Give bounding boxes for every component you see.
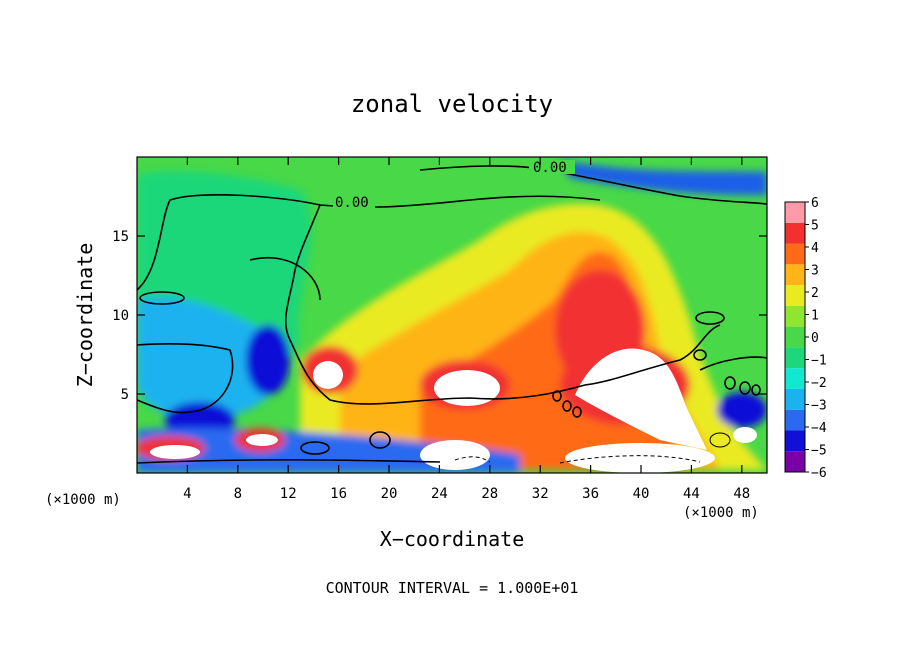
x-tick-label: 28 — [481, 486, 498, 502]
colorbar-swatch — [785, 243, 805, 265]
contour-negative-dashed-1 — [559, 455, 701, 464]
x-tick-label: 8 — [234, 486, 242, 502]
colorbar-swatch — [785, 347, 805, 369]
contour-oval-7 — [739, 381, 751, 395]
x-unit-right: (×1000 m) — [683, 505, 759, 521]
contour-label-2: 0.00 — [335, 195, 369, 211]
colorbar-tick-label: −3 — [811, 399, 827, 414]
x-tick-label: 24 — [431, 486, 448, 502]
x-tick-label: 20 — [381, 486, 398, 502]
y-tick-label: 10 — [112, 308, 129, 324]
colorbar-tick-label: 3 — [811, 264, 819, 279]
colorbar-swatch — [785, 451, 805, 472]
contour-oval-2 — [562, 400, 572, 412]
colorbar-tick-label: 5 — [811, 219, 819, 234]
saturated-bottom-2 — [565, 443, 715, 473]
colorbar-tick-label: −2 — [811, 376, 827, 391]
zero-contour-upper — [419, 165, 767, 205]
zero-contour-lower — [137, 194, 601, 291]
x-unit-left: (×1000 m) — [45, 492, 121, 508]
contour-oval-5 — [695, 311, 725, 325]
colorbar-swatch — [785, 409, 805, 431]
contour-oval-8 — [751, 384, 761, 396]
contour-oval-11 — [300, 441, 330, 455]
cyan-region-left — [137, 297, 286, 420]
colorbar-tick-label: 1 — [811, 309, 819, 324]
contour-oval-1 — [552, 390, 562, 402]
saturated-regions — [150, 348, 757, 473]
colorbar-swatch — [785, 305, 805, 327]
contour-oval-9 — [139, 291, 185, 305]
contour-oval-10 — [369, 431, 391, 449]
colorbar-swatch — [785, 264, 805, 286]
colorbar-tick-label: 6 — [811, 196, 819, 211]
contour-label-bg-2 — [333, 195, 375, 209]
y-axis: 5 10 15 — [112, 229, 767, 403]
colorbar-tick-label: −1 — [811, 354, 827, 369]
chart-title: zonal velocity — [351, 90, 553, 118]
colorbar-tick-label: 0 — [811, 331, 819, 346]
colorbar-tick-label: −4 — [811, 421, 827, 436]
y-tick-label: 15 — [112, 229, 129, 245]
colorbar-swatch — [785, 222, 805, 244]
negative-core-left — [246, 325, 290, 395]
x-tick-label: 44 — [683, 486, 700, 502]
colorbar-tick-label: −6 — [811, 466, 827, 481]
x-axis-label: X−coordinate — [380, 527, 525, 551]
saturated-bottom-1 — [420, 440, 490, 470]
colorbar-tick-label: 4 — [811, 241, 819, 256]
colorbar-swatch — [785, 202, 805, 223]
contour-lines — [137, 165, 767, 464]
colorbar-swatch — [785, 326, 805, 348]
colorbar-tick-label: −5 — [811, 444, 827, 459]
colorbar-swatch — [785, 285, 805, 306]
contour-interval-note: CONTOUR INTERVAL = 1.000E+01 — [326, 579, 579, 597]
x-tick-label: 12 — [280, 486, 297, 502]
zero-contour-main — [284, 204, 721, 405]
contour-oval-12 — [709, 432, 731, 448]
contour-negative-dashed-2 — [454, 456, 491, 463]
y-axis-label: Z−coordinate — [73, 243, 97, 388]
negative-core-right — [717, 392, 767, 428]
colorbar: 6 5 4 3 2 1 0 −1 −2 −3 −4 −5 −6 — [784, 196, 827, 481]
x-tick-label: 4 — [183, 486, 191, 502]
saturated-right-edge — [733, 427, 757, 443]
saturated-bottom-mid — [246, 434, 278, 446]
negative-band-top — [560, 160, 767, 196]
zero-contour-right — [699, 356, 767, 371]
saturated-bottom-left — [150, 445, 200, 459]
y-tick-label: 5 — [121, 387, 129, 403]
zero-contour-left-lower — [137, 343, 234, 414]
saturated-bubble-1 — [313, 361, 343, 389]
x-tick-label: 48 — [733, 486, 750, 502]
colorbar-swatch — [785, 430, 805, 452]
zero-contour-bottom — [137, 459, 441, 464]
contour-oval-4 — [693, 349, 707, 361]
x-tick-label: 16 — [330, 486, 347, 502]
heatmap-plot-area: 0.00 0.00 — [137, 157, 767, 473]
x-axis: 4 8 12 16 20 24 28 32 36 40 44 48 — [183, 157, 750, 502]
x-tick-label: 32 — [532, 486, 549, 502]
saturated-bubble-2 — [434, 370, 500, 406]
contour-oval-6 — [724, 376, 736, 390]
zero-contour-mid — [249, 257, 321, 301]
colorbar-swatch — [785, 368, 805, 389]
saturated-region-right — [575, 348, 707, 450]
colorbar-swatch — [785, 388, 805, 410]
x-tick-label: 36 — [582, 486, 599, 502]
x-tick-label: 40 — [633, 486, 650, 502]
contour-label-1: 0.00 — [533, 160, 567, 176]
colorbar-tick-label: 2 — [811, 286, 819, 301]
contour-oval-3 — [572, 406, 582, 418]
